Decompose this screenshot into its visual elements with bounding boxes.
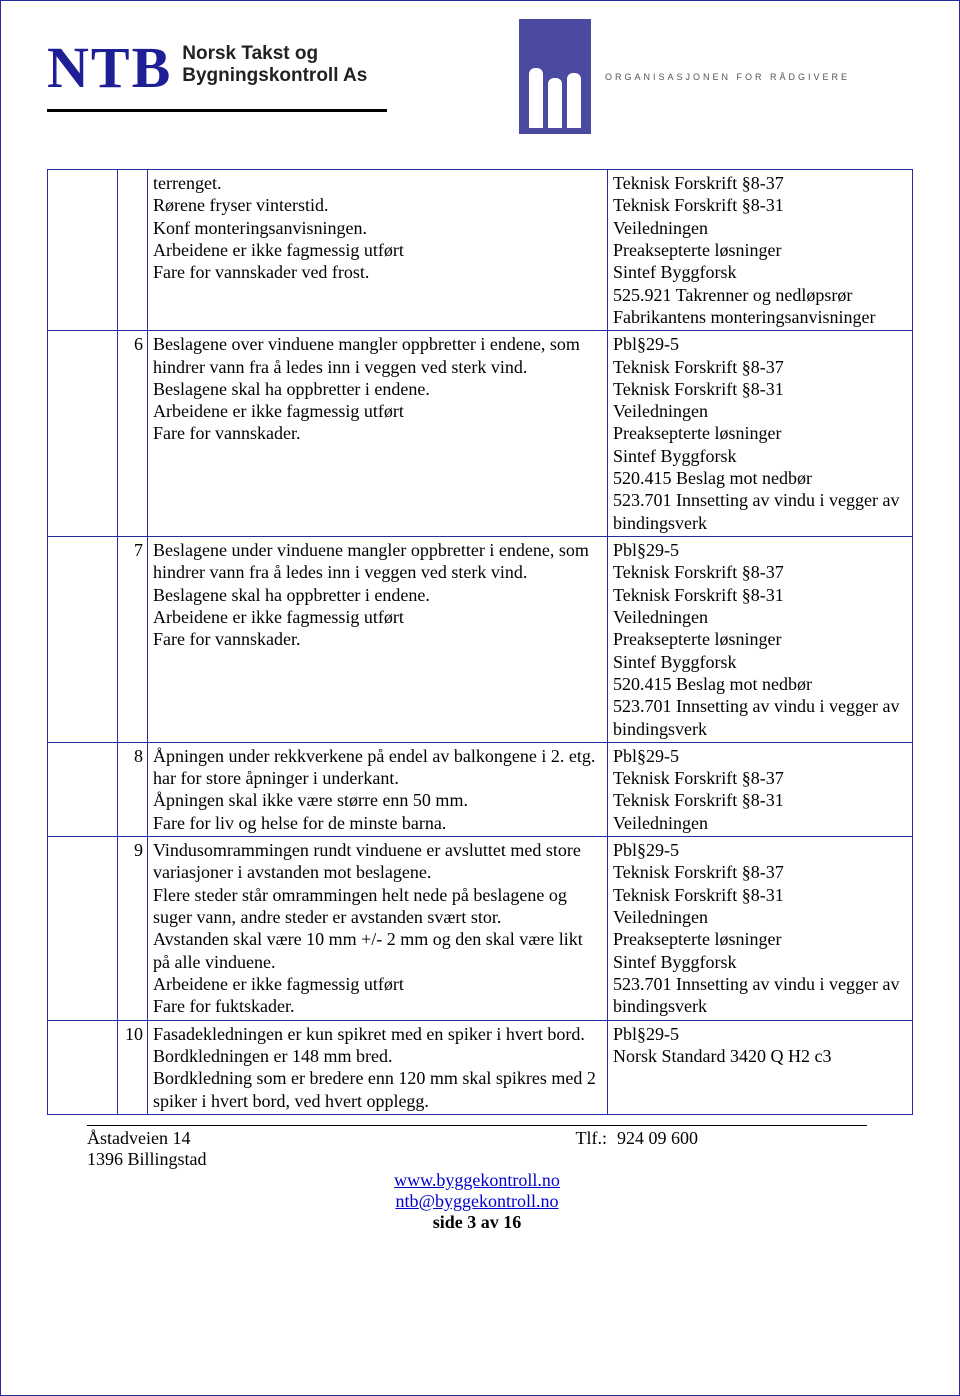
row-reference: Pbl§29-5Teknisk Forskrift §8-37Teknisk F… (608, 742, 913, 836)
footer-phone-value: 924 09 600 (617, 1128, 698, 1149)
row-description: Fasadekledningen er kun spikret med en s… (148, 1020, 608, 1114)
footer-phone-label: Tlf.: (557, 1128, 617, 1149)
row-col-blank (48, 537, 118, 743)
rif-logo-block: ORGANISASJONEN FOR RÅDGIVERE (519, 19, 850, 134)
row-col-blank (48, 170, 118, 331)
row-reference: Pbl§29-5Norsk Standard 3420 Q H2 c3 (608, 1020, 913, 1114)
row-reference: Pbl§29-5Teknisk Forskrift §8-37Teknisk F… (608, 537, 913, 743)
table-row: 8Åpningen under rekkverkene på endel av … (48, 742, 913, 836)
row-col-blank (48, 331, 118, 537)
row-number: 7 (118, 537, 148, 743)
row-description: Åpningen under rekkverkene på endel av b… (148, 742, 608, 836)
ntb-sub-line2: Bygningskontroll As (182, 65, 367, 87)
row-number: 6 (118, 331, 148, 537)
row-description: terrenget.Rørene fryser vinterstid.Konf … (148, 170, 608, 331)
logo-underline (47, 109, 387, 112)
row-number (118, 170, 148, 331)
ntb-logo: NTB Norsk Takst og Bygningskontroll As (47, 39, 367, 97)
row-description: Beslagene over vinduene mangler oppbrett… (148, 331, 608, 537)
footer-page-number: side 3 av 16 (87, 1212, 867, 1233)
ntb-logo-text: NTB (47, 39, 172, 97)
footer-address-1: Åstadveien 14 (87, 1128, 190, 1148)
row-number: 10 (118, 1020, 148, 1114)
row-number: 9 (118, 837, 148, 1021)
row-reference: Pbl§29-5Teknisk Forskrift §8-37Teknisk F… (608, 837, 913, 1021)
findings-table: terrenget.Rørene fryser vinterstid.Konf … (47, 169, 913, 1115)
table-row: 9Vindusomrammingen rundt vinduene er avs… (48, 837, 913, 1021)
table-row: terrenget.Rørene fryser vinterstid.Konf … (48, 170, 913, 331)
rif-tagline: ORGANISASJONEN FOR RÅDGIVERE (605, 72, 850, 82)
row-col-blank (48, 1020, 118, 1114)
row-col-blank (48, 742, 118, 836)
row-reference: Pbl§29-5Teknisk Forskrift §8-37Teknisk F… (608, 331, 913, 537)
footer-email-link[interactable]: ntb@byggekontroll.no (395, 1191, 558, 1211)
ntb-sub-line1: Norsk Takst og (182, 43, 367, 65)
rif-logo-icon (519, 19, 591, 134)
row-number: 8 (118, 742, 148, 836)
page-header: NTB Norsk Takst og Bygningskontroll As O… (47, 39, 913, 169)
row-reference: Teknisk Forskrift §8-37Teknisk Forskrift… (608, 170, 913, 331)
row-description: Beslagene under vinduene mangler oppbret… (148, 537, 608, 743)
row-description: Vindusomrammingen rundt vinduene er avsl… (148, 837, 608, 1021)
table-row: 6Beslagene over vinduene mangler oppbret… (48, 331, 913, 537)
table-row: 10Fasadekledningen er kun spikret med en… (48, 1020, 913, 1114)
footer-address-2: 1396 Billingstad (87, 1149, 207, 1169)
ntb-logo-subtitle: Norsk Takst og Bygningskontroll As (182, 39, 367, 87)
row-col-blank (48, 837, 118, 1021)
footer-web-link[interactable]: www.byggekontroll.no (394, 1170, 560, 1190)
page-footer: Åstadveien 14 Tlf.: 924 09 600 1396 Bill… (47, 1121, 913, 1233)
table-row: 7Beslagene under vinduene mangler oppbre… (48, 537, 913, 743)
